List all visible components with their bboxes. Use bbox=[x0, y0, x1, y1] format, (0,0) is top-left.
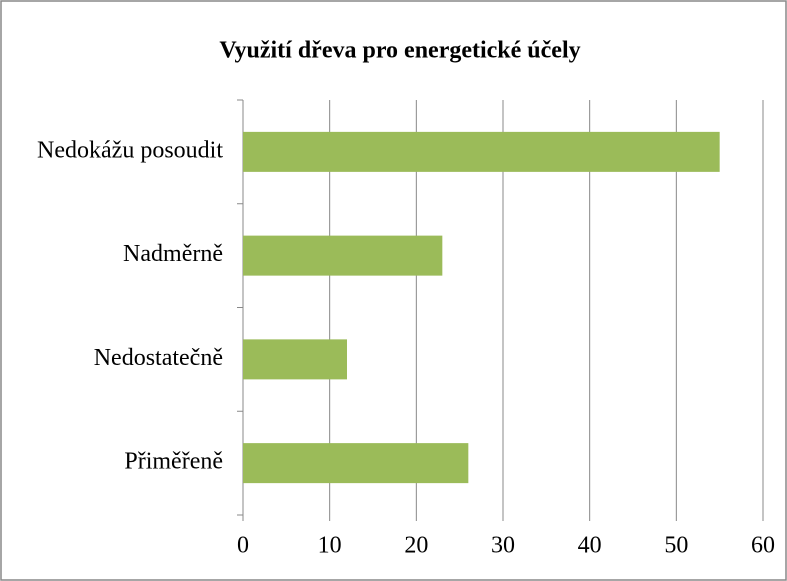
x-tick-label: 50 bbox=[664, 533, 688, 559]
x-tick-label: 20 bbox=[404, 533, 428, 559]
y-tick-label: Nedokážu posoudit bbox=[37, 137, 223, 163]
y-tick-label: Nadměrně bbox=[123, 241, 223, 267]
x-tick-label: 30 bbox=[491, 533, 515, 559]
x-tick-label: 0 bbox=[237, 533, 249, 559]
x-tick-label: 10 bbox=[318, 533, 342, 559]
y-tick-label: Přiměřeně bbox=[124, 449, 223, 475]
bar bbox=[243, 235, 443, 276]
bar bbox=[243, 131, 720, 172]
x-tick-label: 60 bbox=[751, 533, 775, 559]
bar bbox=[243, 443, 469, 484]
x-tick-label: 40 bbox=[578, 533, 602, 559]
bar bbox=[243, 339, 347, 380]
chart-title: Využití dřeva pro energetické účely bbox=[219, 38, 580, 64]
y-tick-label: Nedostatečně bbox=[94, 345, 223, 371]
